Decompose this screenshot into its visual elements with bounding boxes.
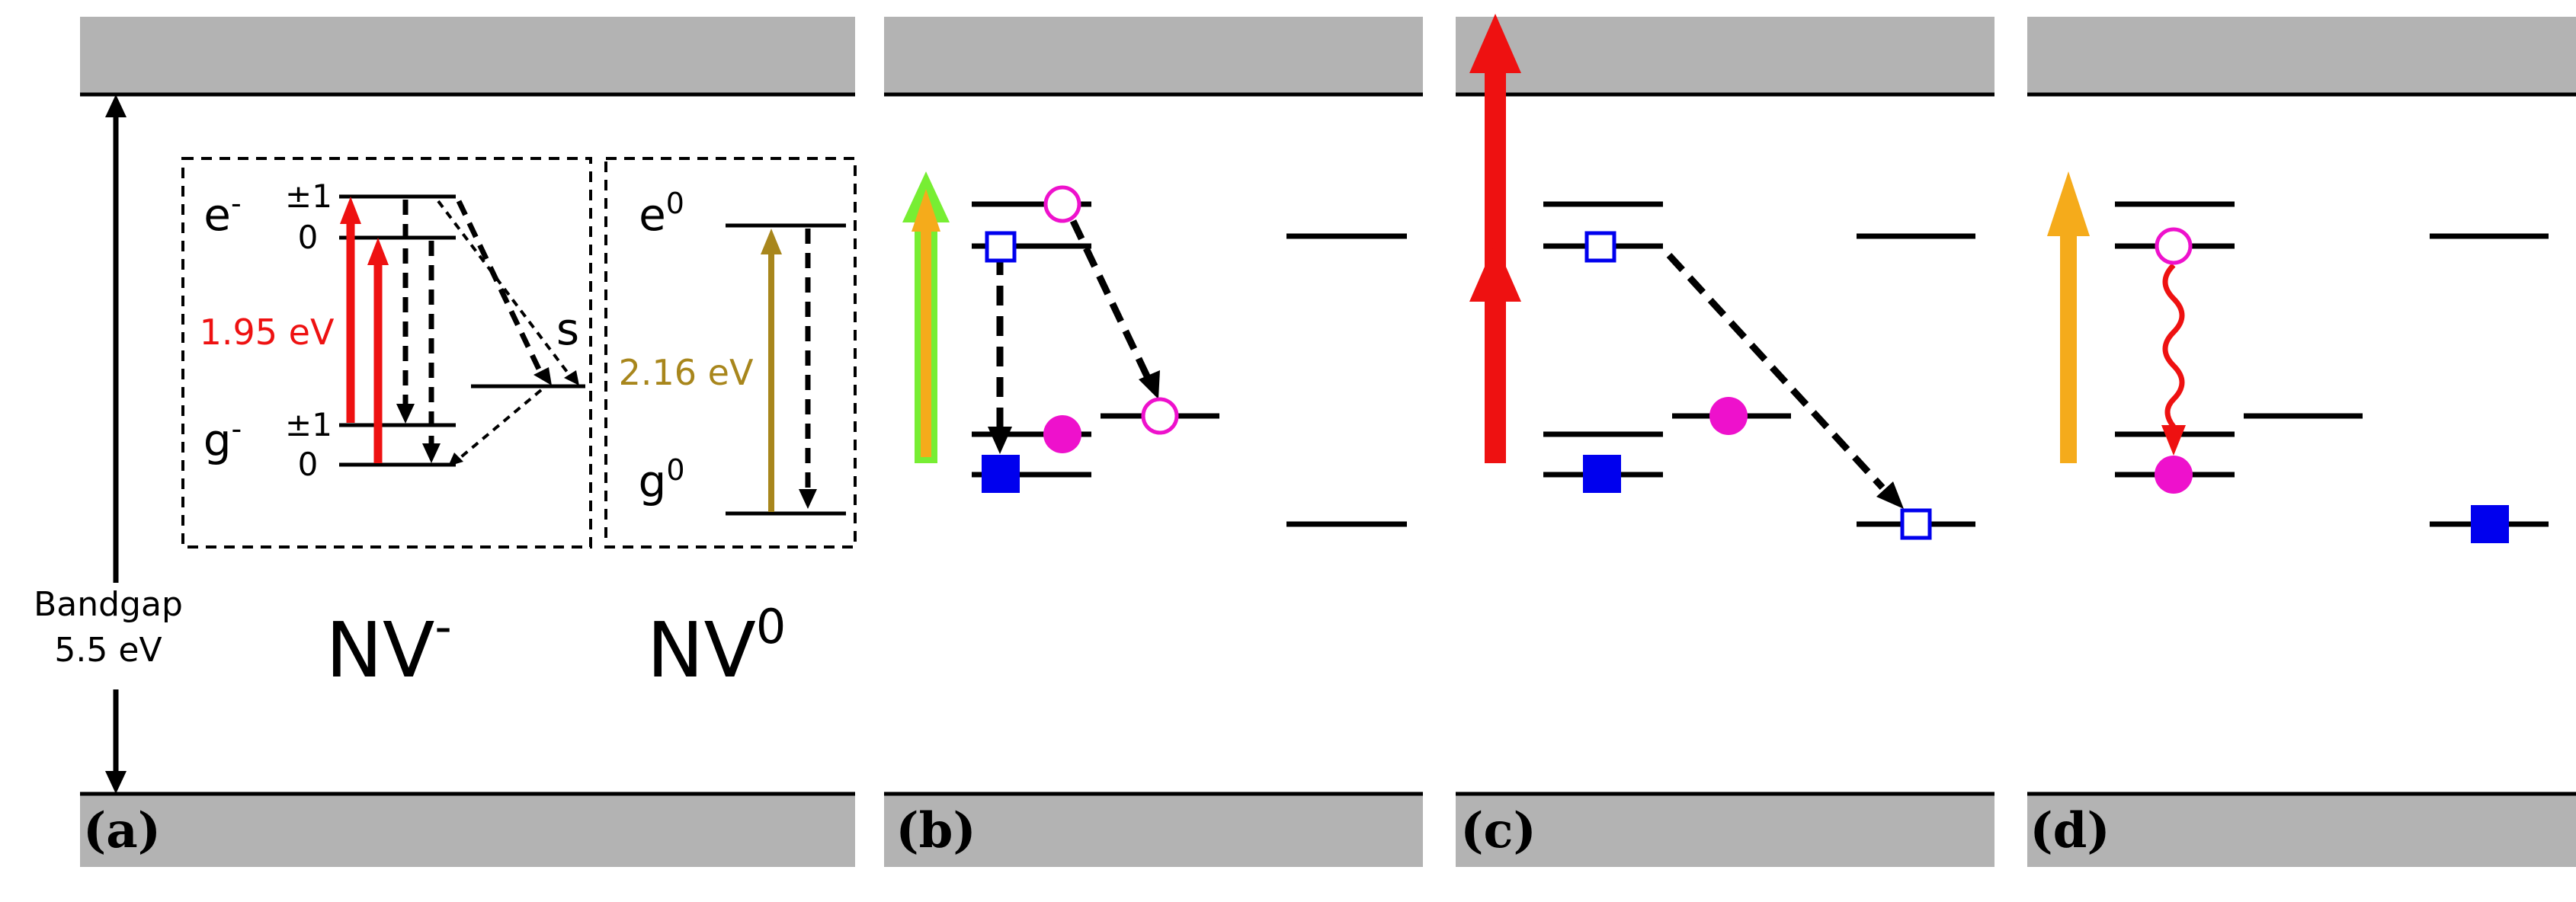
nv-minus-levels	[339, 194, 585, 467]
panel-b-decay-arrows	[988, 219, 1160, 454]
decay-head-1	[396, 404, 415, 424]
bandgap-arrow	[105, 94, 127, 794]
nv-zero-excitation-arrow	[761, 229, 782, 512]
panel-c-hole-filled	[1583, 455, 1621, 493]
nv-zero-energy-label: 2.16 eV	[619, 352, 754, 393]
valence-bands	[80, 792, 2576, 867]
nv-minus-excitation-arrows	[340, 197, 389, 463]
panel-b-electron-filled	[1043, 415, 1081, 453]
nv-minus-ground-zero: 0	[298, 446, 319, 483]
panel-b-levels	[972, 201, 1407, 527]
panel-b-green-orange-excitation	[902, 171, 950, 463]
panel-b-electron-open-2	[1141, 397, 1179, 435]
nv-zero-ground-label: g0	[638, 453, 684, 507]
panel-c-red-excitation	[1469, 14, 1521, 463]
bandgap-label: Bandgap	[34, 585, 183, 624]
nv-minus-label: NV-	[325, 599, 452, 695]
nv-minus-energy-label: 1.95 eV	[200, 312, 335, 353]
conduction-band-b	[884, 17, 1423, 94]
nv-minus-excited-zero: 0	[298, 219, 319, 256]
conduction-bands	[80, 17, 2576, 97]
conduction-band-c	[1456, 17, 1994, 94]
panel-d-hole-filled	[2471, 505, 2509, 543]
decay-head-3	[533, 367, 552, 385]
panel-c-decay-arrow	[1666, 252, 1904, 509]
singlet-label: s	[556, 303, 579, 355]
panel-c-electron-filled	[1709, 397, 1748, 435]
panel-d-radiative-decay	[2161, 263, 2186, 456]
nv-zero-box	[604, 157, 857, 549]
panel-label-d: (d)	[2030, 802, 2110, 859]
nv-minus-box	[181, 157, 592, 549]
nv-minus-decay-arrows	[402, 200, 573, 462]
panel-label-a: (a)	[83, 802, 161, 859]
nv-zero-levels	[726, 223, 846, 516]
valence-band-b	[884, 794, 1423, 867]
valence-band-d	[2027, 794, 2576, 867]
panel-label-b: (b)	[896, 802, 976, 859]
panel-b-electron-open	[1043, 185, 1081, 223]
decay-head-4	[564, 370, 579, 385]
panel-c-levels	[1543, 201, 1975, 527]
panel-d-orange-excitation	[2047, 171, 2090, 463]
nv-minus-excited-label: e-	[203, 187, 241, 241]
nv-minus-ground-label: g-	[203, 412, 242, 466]
panel-c-hole-open-2	[1900, 508, 1932, 540]
conduction-band-d	[2027, 17, 2576, 94]
bandgap-value: 5.5 eV	[54, 631, 162, 670]
panel-c-hole-open	[1584, 231, 1616, 263]
decay-head-2	[422, 443, 441, 463]
valence-band-c	[1456, 794, 1994, 867]
nv-zero-label: NV0	[647, 599, 787, 695]
valence-band-a	[80, 794, 855, 867]
nv-minus-ground-pm1: ±1	[285, 406, 332, 443]
nv-zero-decay-arrow	[799, 229, 817, 509]
nv-zero-excited-label: e0	[639, 187, 684, 241]
panel-d-electron-open	[2155, 227, 2193, 265]
panel-d-electron-filled	[2155, 456, 2193, 494]
nv-minus-excited-pm1: ±1	[285, 178, 332, 215]
panel-b-hole-open	[985, 231, 1017, 263]
panel-b-hole-filled	[982, 455, 1020, 493]
decay-head-5	[448, 453, 463, 466]
conduction-band-a	[80, 17, 855, 94]
panel-label-c: (c)	[1460, 802, 1536, 859]
